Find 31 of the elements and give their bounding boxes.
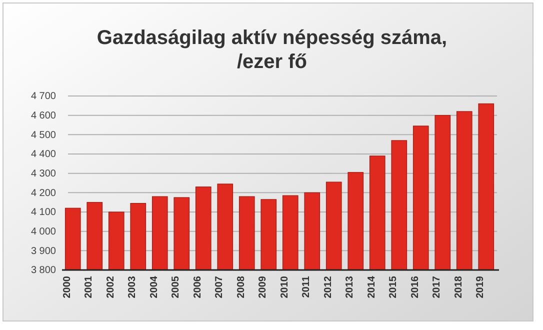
x-tick-label: 2006 (192, 276, 204, 298)
y-tick-label: 4 500 (30, 130, 56, 141)
x-tick-label: 2009 (258, 276, 269, 298)
y-tick-label: 4 200 (30, 188, 56, 199)
y-tick-label: 4 100 (30, 207, 56, 218)
x-tick-label: 2000 (62, 276, 73, 298)
chart-title: Gazdaságilag aktív népesség száma, /ezer fő (96, 27, 448, 73)
x-tick-label: 2011 (301, 276, 312, 298)
y-tick-label: 4 400 (30, 149, 56, 160)
y-tick-label: 4 700 (30, 91, 56, 102)
x-tick-label: 2007 (214, 276, 226, 298)
y-tick-label: 4 300 (30, 168, 56, 180)
x-tick-label: 2014 (366, 276, 378, 298)
y-tick-label: 3 900 (30, 246, 56, 257)
x-tick-label: 2002 (105, 276, 116, 298)
x-tick-label: 2003 (127, 276, 138, 298)
x-tick-label: 2016 (410, 276, 421, 298)
x-tick-label: 2008 (236, 276, 247, 298)
x-tick-label: 2013 (344, 276, 356, 298)
x-tick-label: 2019 (475, 276, 486, 298)
x-tick-label: 2005 (170, 276, 182, 298)
x-tick-label: 2001 (84, 276, 95, 298)
y-tick-label: 4 600 (30, 110, 56, 122)
x-tick-label: 2004 (148, 276, 160, 298)
x-tick-label: 2010 (279, 276, 290, 298)
x-tick-label: 2015 (388, 276, 400, 298)
y-tick-label: 4 000 (30, 226, 56, 238)
x-tick-label: 2012 (322, 276, 334, 298)
y-tick-label: 3 800 (30, 265, 56, 276)
x-tick-label: 2017 (432, 276, 443, 298)
x-tick-label: 2018 (453, 276, 464, 298)
